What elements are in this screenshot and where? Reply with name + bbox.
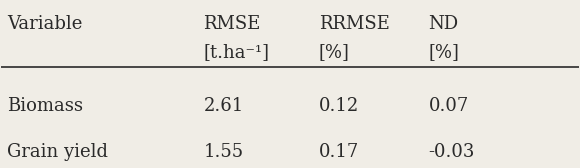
Text: Grain yield: Grain yield xyxy=(7,143,108,161)
Text: 0.07: 0.07 xyxy=(429,97,469,115)
Text: 1.55: 1.55 xyxy=(204,143,244,161)
Text: -0.03: -0.03 xyxy=(429,143,475,161)
Text: Variable: Variable xyxy=(7,15,82,33)
Text: RRMSE: RRMSE xyxy=(319,15,390,33)
Text: 2.61: 2.61 xyxy=(204,97,244,115)
Text: [t.ha⁻¹]: [t.ha⁻¹] xyxy=(204,43,270,61)
Text: [%]: [%] xyxy=(429,43,459,61)
Text: 0.17: 0.17 xyxy=(319,143,359,161)
Text: Biomass: Biomass xyxy=(7,97,83,115)
Text: 0.12: 0.12 xyxy=(319,97,359,115)
Text: [%]: [%] xyxy=(319,43,350,61)
Text: RMSE: RMSE xyxy=(204,15,261,33)
Text: ND: ND xyxy=(429,15,459,33)
